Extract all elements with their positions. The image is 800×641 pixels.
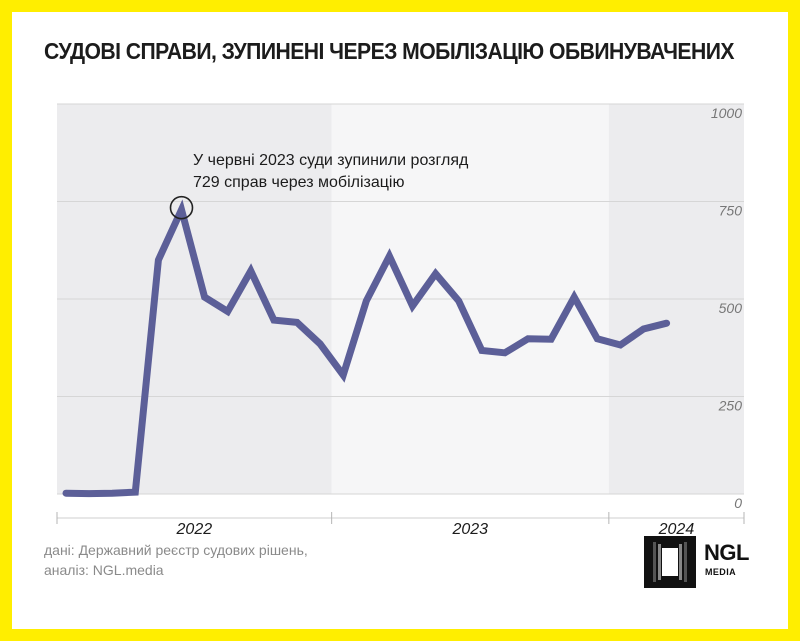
annotation-line-2: 729 справ через мобілізацію xyxy=(193,174,404,191)
logo-mark-icon xyxy=(644,536,696,588)
x-year-label: 2022 xyxy=(176,521,213,538)
annotation-group: У червні 2023 суди зупинили розгляд 729 с… xyxy=(169,152,469,220)
source-line-2: аналіз: NGL.media xyxy=(44,562,164,578)
y-axis-ticks: 0 250 500 750 1000 xyxy=(711,105,742,511)
annotation-marker xyxy=(169,195,194,220)
x-year-label: 2024 xyxy=(658,521,695,538)
y-tick-label: 750 xyxy=(719,203,743,219)
ngl-media-logo: NGL MEDIA xyxy=(644,536,749,588)
x-year-label: 2023 xyxy=(451,521,488,538)
y-tick-label: 1000 xyxy=(711,105,742,121)
y-tick-label: 250 xyxy=(718,398,743,414)
x-axis: 2022 2023 2024 xyxy=(56,512,745,538)
logo-text: NGL xyxy=(704,540,749,565)
series-group xyxy=(62,199,671,498)
series-line xyxy=(62,199,671,498)
data-source: дані: Державний реєстр судових рішень, а… xyxy=(44,540,308,580)
source-line-1: дані: Державний реєстр судових рішень, xyxy=(44,542,308,558)
chart-title: СУДОВІ СПРАВИ, ЗУПИНЕНІ ЧЕРЕЗ МОБІЛІЗАЦІ… xyxy=(44,38,734,64)
logo-subtext: MEDIA xyxy=(705,567,736,577)
annotation-line-1: У червні 2023 суди зупинили розгляд xyxy=(193,152,469,169)
y-tick-label: 500 xyxy=(719,300,743,316)
y-tick-label: 0 xyxy=(734,495,742,511)
